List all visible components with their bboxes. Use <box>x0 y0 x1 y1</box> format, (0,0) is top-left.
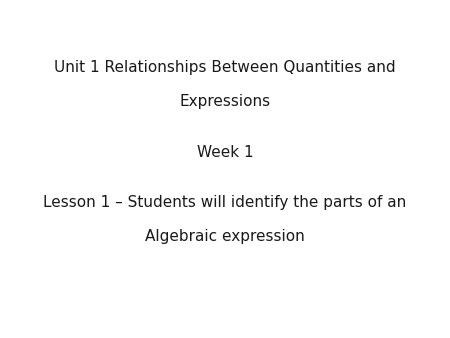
Text: Week 1: Week 1 <box>197 145 253 160</box>
Text: Unit 1 Relationships Between Quantities and: Unit 1 Relationships Between Quantities … <box>54 60 396 75</box>
Text: Algebraic expression: Algebraic expression <box>145 229 305 244</box>
Text: Lesson 1 – Students will identify the parts of an: Lesson 1 – Students will identify the pa… <box>43 195 407 210</box>
Text: Expressions: Expressions <box>180 94 270 109</box>
